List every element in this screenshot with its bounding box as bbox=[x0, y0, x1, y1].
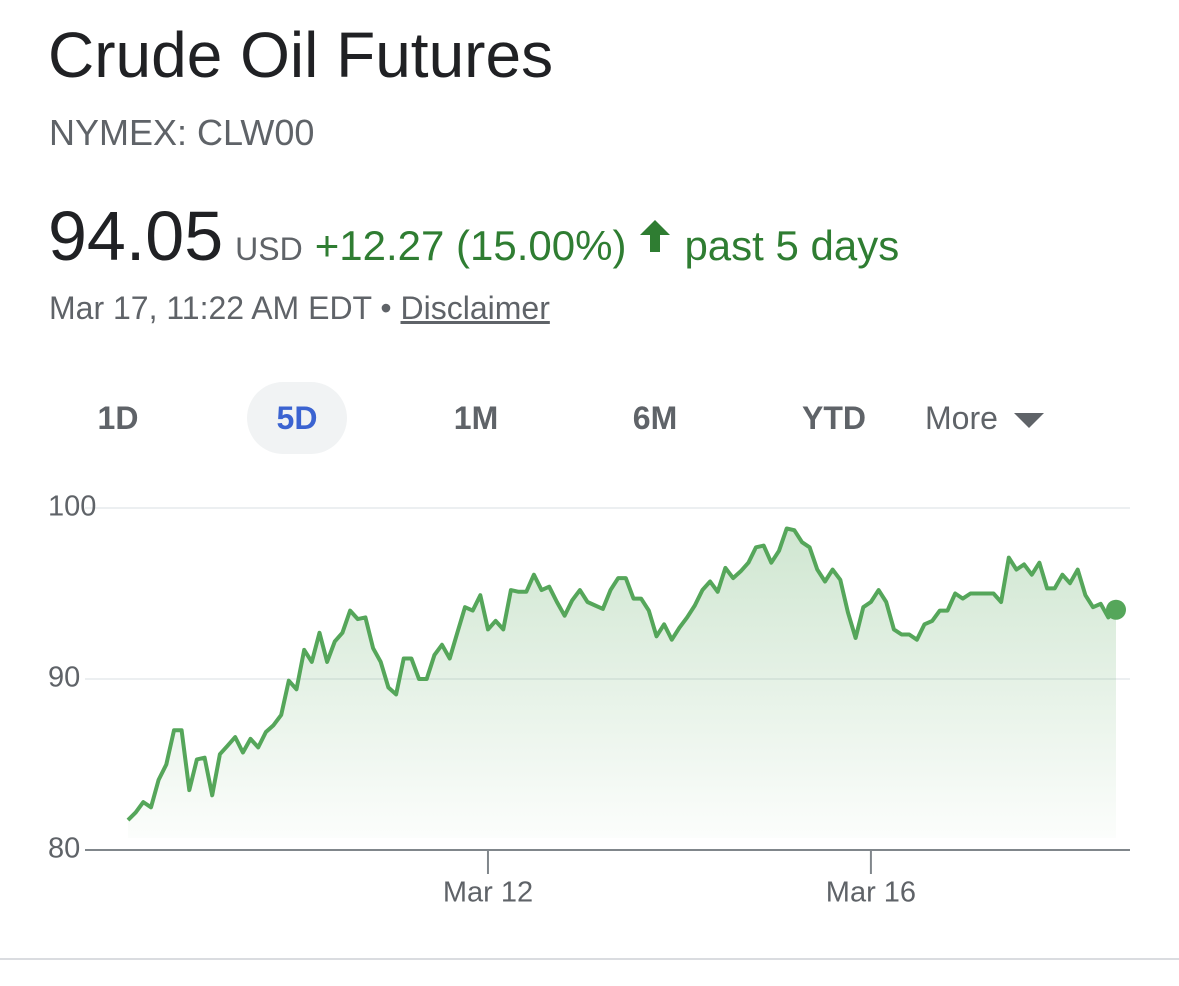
tab-label: 1D bbox=[97, 400, 139, 436]
subtitle: NYMEX: CLW00 bbox=[49, 112, 315, 153]
last-point bbox=[1106, 599, 1126, 620]
range-tab[interactable]: 6M bbox=[610, 382, 700, 454]
price: 94.05 bbox=[48, 197, 224, 275]
range-tab[interactable]: More bbox=[925, 382, 1075, 454]
y-tick-label: 90 bbox=[48, 662, 80, 694]
timestamp-row: Mar 17, 11:22 AM EDT • Disclaimer bbox=[49, 290, 550, 327]
area-fill bbox=[128, 528, 1116, 838]
range-tab[interactable]: YTD bbox=[784, 382, 884, 454]
tab-label: 1M bbox=[453, 400, 499, 436]
tab-label: YTD bbox=[802, 400, 866, 436]
tab-label: 6M bbox=[632, 400, 678, 436]
currency: USD bbox=[235, 231, 303, 267]
x-tick-label: Mar 16 bbox=[826, 877, 916, 909]
timestamp: Mar 17, 11:22 AM EDT bbox=[49, 290, 372, 326]
change: +12.27 (15.00%) bbox=[314, 222, 627, 269]
title: Crude Oil Futures bbox=[48, 19, 554, 91]
range-tab[interactable]: 1D bbox=[73, 382, 163, 454]
up-arrow bbox=[640, 220, 671, 252]
chart: 80 90 100 Mar 12 Mar 16 bbox=[48, 491, 1130, 909]
tab-label: More bbox=[925, 400, 998, 436]
dropdown-arrow bbox=[1013, 413, 1044, 428]
separator: • bbox=[380, 290, 392, 326]
range-tabs: 1D 5D 1M 6M YTD More bbox=[0, 382, 1179, 454]
disclaimer-link[interactable]: Disclaimer bbox=[400, 290, 550, 326]
range-tab[interactable]: 5D bbox=[247, 382, 347, 454]
tab-label: 5D bbox=[276, 400, 318, 436]
y-tick-label: 100 bbox=[48, 491, 96, 523]
x-tick-label: Mar 12 bbox=[443, 877, 533, 909]
price-line bbox=[126, 526, 1118, 822]
price-row: 94.05 USD +12.27 (15.00%) past 5 days bbox=[48, 196, 899, 276]
range-tab[interactable]: 1M bbox=[431, 382, 521, 454]
period: past 5 days bbox=[684, 222, 900, 269]
y-tick-label: 80 bbox=[48, 833, 80, 865]
divider bbox=[0, 958, 1179, 960]
